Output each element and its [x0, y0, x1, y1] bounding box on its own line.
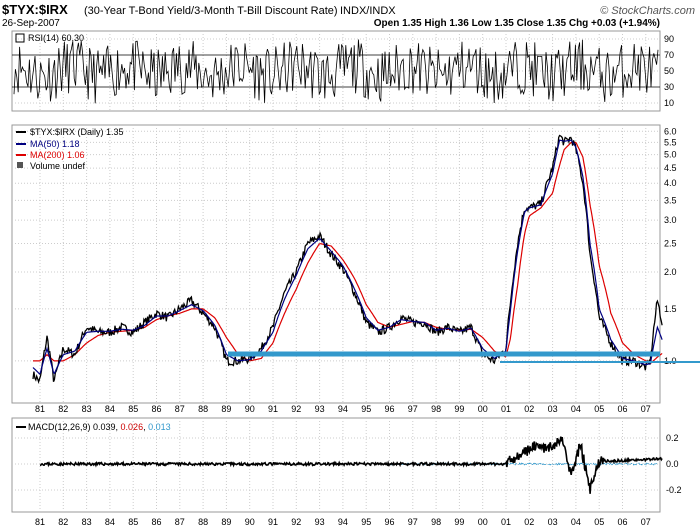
- x-tick-label: 91: [268, 404, 278, 414]
- chart-description: (30-Year T-Bond Yield/3-Month T-Bill Dis…: [84, 5, 338, 17]
- ma50-line: [32, 139, 663, 375]
- x-tick-label: 02: [524, 404, 534, 414]
- series-layer: [13, 39, 663, 494]
- x-tick-label: 86: [151, 404, 161, 414]
- chart-exchange: INDX/INDX: [340, 5, 396, 17]
- macd-label: MACD(12,26,9) 0.039, 0.026, 0.013: [28, 422, 171, 432]
- x-tick-label: 81: [35, 517, 45, 527]
- legend-item-price: $TYX:$IRX (Daily) 1.35: [30, 127, 124, 137]
- tick-layer: 81 81 82 82 83 83 84 84 85 85 86 86 87 87 88 88 89 89 90 90…: [35, 34, 682, 527]
- x-tick-label: 93: [315, 517, 325, 527]
- x-tick-label: 99: [454, 404, 464, 414]
- rsi-tick-label: 90: [664, 34, 674, 44]
- rsi-tick-label: 70: [664, 50, 674, 60]
- x-tick-label: 06: [617, 404, 627, 414]
- legend-item-volume: Volume undef: [30, 161, 86, 171]
- x-tick-label: 96: [384, 517, 394, 527]
- x-tick-label: 01: [501, 517, 511, 527]
- x-tick-label: 88: [198, 404, 208, 414]
- x-tick-label: 03: [548, 404, 558, 414]
- price-tick-label: 1.5: [664, 304, 677, 314]
- price-tick-label: 6.0: [664, 126, 677, 136]
- x-tick-label: 95: [361, 404, 371, 414]
- x-tick-label: 00: [478, 404, 488, 414]
- macd-label-signal: 0.026: [121, 422, 144, 432]
- rsi-tick-label: 30: [664, 82, 674, 92]
- x-tick-label: 05: [594, 517, 604, 527]
- x-tick-label: 90: [245, 404, 255, 414]
- chart-symbol: $TYX:$IRX: [2, 2, 68, 17]
- x-tick-label: 99: [454, 517, 464, 527]
- price-tick-label: 4.0: [664, 178, 677, 188]
- chart-date: 26-Sep-2007: [2, 18, 60, 29]
- x-tick-label: 82: [58, 404, 68, 414]
- x-tick-label: 94: [338, 404, 348, 414]
- x-tick-label: 84: [105, 517, 115, 527]
- price-tick-label: 3.0: [664, 215, 677, 225]
- macd-tick-label: -0.2: [666, 485, 682, 495]
- rsi-tick-label: 10: [664, 98, 674, 108]
- x-tick-label: 85: [128, 517, 138, 527]
- x-tick-label: 88: [198, 517, 208, 527]
- x-tick-label: 97: [408, 404, 418, 414]
- macd-label-main: MACD(12,26,9) 0.039,: [28, 422, 121, 432]
- x-tick-label: 92: [291, 517, 301, 527]
- x-tick-label: 87: [175, 517, 185, 527]
- x-tick-label: 92: [291, 404, 301, 414]
- x-tick-label: 01: [501, 404, 511, 414]
- quote-line: Open 1.35 High 1.36 Low 1.35 Close 1.35 …: [374, 18, 660, 29]
- price-tick-label: 5.5: [664, 137, 677, 147]
- legend-item-ma50: MA(50) 1.18: [30, 139, 80, 149]
- x-tick-label: 94: [338, 517, 348, 527]
- price-tick-label: 2.0: [664, 267, 677, 277]
- macd-tick-label: 0.2: [666, 433, 679, 443]
- x-tick-label: 87: [175, 404, 185, 414]
- x-tick-label: 03: [548, 517, 558, 527]
- price-tick-label: 3.5: [664, 195, 677, 205]
- x-tick-label: 07: [641, 517, 651, 527]
- x-tick-label: 89: [221, 404, 231, 414]
- rsi-tick-label: 50: [664, 66, 674, 76]
- macd-tick-label: 0.0: [666, 459, 679, 469]
- x-tick-label: 93: [315, 404, 325, 414]
- x-tick-label: 82: [58, 517, 68, 527]
- x-tick-label: 89: [221, 517, 231, 527]
- legend-item-ma200: MA(200) 1.06: [30, 150, 85, 160]
- x-tick-label: 00: [478, 517, 488, 527]
- price-tick-label: 5.0: [664, 150, 677, 160]
- x-tick-label: 02: [524, 517, 534, 527]
- x-tick-label: 90: [245, 517, 255, 527]
- x-tick-label: 83: [82, 517, 92, 527]
- rsi-label-swatch: [15, 33, 25, 43]
- rsi-label: RSI(14) 60.30: [28, 33, 84, 43]
- rsi-line: [13, 39, 659, 104]
- x-tick-label: 85: [128, 404, 138, 414]
- x-tick-label: 05: [594, 404, 604, 414]
- macd-line: [39, 436, 663, 494]
- price-tick-label: 2.5: [664, 238, 677, 248]
- macd-label-hist: 0.013: [148, 422, 171, 432]
- x-tick-label: 83: [82, 404, 92, 414]
- x-tick-label: 91: [268, 517, 278, 527]
- x-tick-label: 04: [571, 517, 581, 527]
- price-legend: $TYX:$IRX (Daily) 1.35 MA(50) 1.18 MA(20…: [16, 127, 124, 171]
- x-tick-label: 84: [105, 404, 115, 414]
- price-tick-label: 1.0: [664, 356, 677, 366]
- brand-logo: © StockCharts.com: [600, 5, 695, 17]
- x-tick-label: 98: [431, 517, 441, 527]
- x-tick-label: 97: [408, 517, 418, 527]
- x-tick-label: 81: [35, 404, 45, 414]
- x-tick-label: 95: [361, 517, 371, 527]
- x-tick-label: 07: [641, 404, 651, 414]
- x-tick-label: 96: [384, 404, 394, 414]
- price-tick-label: 4.5: [664, 163, 677, 173]
- x-tick-label: 98: [431, 404, 441, 414]
- legend-swatch-volume: [17, 162, 23, 168]
- x-tick-label: 06: [617, 517, 627, 527]
- x-tick-label: 86: [151, 517, 161, 527]
- macd-label-sep: ,: [143, 422, 148, 432]
- x-tick-label: 04: [571, 404, 581, 414]
